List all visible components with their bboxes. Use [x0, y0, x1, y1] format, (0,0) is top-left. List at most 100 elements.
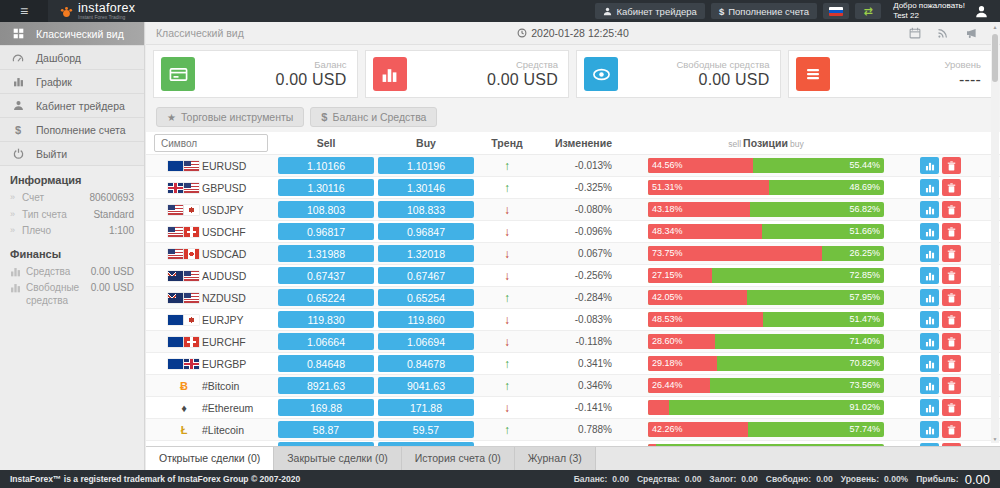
card-value: 0.00 USD — [676, 71, 769, 89]
buy-positions-percent: 72.85% — [712, 268, 884, 283]
remove-instrument-button[interactable] — [942, 267, 961, 284]
open-chart-button[interactable] — [920, 179, 939, 196]
user-avatar-icon[interactable] — [975, 5, 988, 18]
sell-price-button[interactable]: 58.87 — [278, 421, 374, 438]
sell-price-button[interactable]: 8921.63 — [278, 377, 374, 394]
summary-card: Средства 0.00 USD — [365, 50, 570, 98]
open-chart-button[interactable] — [920, 267, 939, 284]
open-chart-button[interactable] — [920, 289, 939, 306]
filter-button[interactable]: ★Торговые инструменты — [156, 107, 304, 127]
open-chart-button[interactable] — [920, 157, 939, 174]
trader-cabinet-button[interactable]: Кабинет трейдера — [595, 3, 704, 19]
sidebar-item-6[interactable]: Выйти — [0, 142, 144, 166]
sell-price-button[interactable]: 108.803 — [278, 201, 374, 218]
account-switch-button[interactable]: ⇄ — [855, 3, 881, 19]
remove-instrument-button[interactable] — [942, 311, 961, 328]
bottom-tab-4[interactable]: Журнал (3) — [515, 447, 596, 470]
buy-price-button[interactable]: 0.96847 — [378, 223, 474, 240]
sell-price-button[interactable]: 1.30116 — [278, 179, 374, 196]
buy-price-button[interactable]: 9041.63 — [378, 377, 474, 394]
megaphone-icon[interactable] — [957, 27, 986, 39]
sell-price-button[interactable]: 119.830 — [278, 311, 374, 328]
sell-positions-percent: 51.31% — [648, 180, 769, 195]
buy-price-button[interactable]: 0.67467 — [378, 267, 474, 284]
info-section-title: Информация — [0, 166, 144, 190]
buy-price-button[interactable]: 108.833 — [378, 201, 474, 218]
card-label: Свободные средства — [676, 59, 769, 70]
crypto-icon: ♦ — [168, 402, 200, 414]
buy-price-button[interactable]: 0.65254 — [378, 289, 474, 306]
remove-instrument-button[interactable] — [942, 245, 961, 262]
remove-instrument-button[interactable] — [942, 377, 961, 394]
col-header-change: Изменение — [540, 137, 612, 149]
sell-price-button[interactable]: 169.88 — [278, 399, 374, 416]
open-chart-button[interactable] — [920, 223, 939, 240]
sell-positions-percent: 43.18% — [648, 202, 750, 217]
open-chart-button[interactable] — [920, 311, 939, 328]
open-chart-button[interactable] — [920, 421, 939, 438]
change-percent: 0.346% — [540, 380, 612, 391]
sidebar-item-5[interactable]: $ Пополнение счета — [0, 118, 144, 142]
summary-card: Баланс 0.00 USD — [153, 50, 358, 98]
sidebar-item-4[interactable]: Кабинет трейдера — [0, 94, 144, 118]
symbol-name: NZDUSD — [202, 292, 246, 304]
symbol-search-input[interactable] — [154, 134, 268, 152]
remove-instrument-button[interactable] — [942, 157, 961, 174]
buy-positions-percent: 70.82% — [717, 356, 884, 371]
scrollbar[interactable]: ▲ ▼ — [991, 24, 999, 443]
flag-icon-jp — [184, 205, 199, 215]
buy-price-button[interactable]: 0.84678 — [378, 355, 474, 372]
open-chart-button[interactable] — [920, 355, 939, 372]
sidebar-item-1[interactable]: Классический вид — [0, 22, 144, 46]
remove-instrument-button[interactable] — [942, 201, 961, 218]
symbol-name: USDCAD — [202, 248, 246, 260]
buy-price-button[interactable]: 119.860 — [378, 311, 474, 328]
remove-instrument-button[interactable] — [942, 355, 961, 372]
sidebar-item-2[interactable]: Дашборд — [0, 46, 144, 70]
remove-instrument-button[interactable] — [942, 421, 961, 438]
buy-price-button[interactable]: 1.10196 — [378, 157, 474, 174]
remove-instrument-button[interactable] — [942, 399, 961, 416]
buy-price-button[interactable]: 59.57 — [378, 421, 474, 438]
remove-instrument-button[interactable] — [942, 179, 961, 196]
sell-price-button[interactable]: 0.65224 — [278, 289, 374, 306]
scroll-down-arrow[interactable]: ▼ — [991, 436, 999, 443]
filter-button[interactable]: $Баланс и Средства — [310, 107, 437, 127]
open-chart-button[interactable] — [920, 201, 939, 218]
scrollbar-thumb[interactable] — [992, 34, 998, 82]
calendar-icon[interactable] — [901, 27, 929, 39]
open-chart-button[interactable] — [920, 377, 939, 394]
sell-price-button[interactable]: 1.06664 — [278, 333, 374, 350]
language-button[interactable] — [823, 3, 849, 19]
menu-toggle-button[interactable]: ≡ — [0, 0, 48, 22]
open-chart-button[interactable] — [920, 399, 939, 416]
change-percent: -0.284% — [540, 292, 612, 303]
change-percent: 0.788% — [540, 424, 612, 435]
remove-instrument-button[interactable] — [942, 223, 961, 240]
bottom-tab-2[interactable]: Закрытые сделки (0) — [274, 447, 401, 470]
sell-price-button[interactable]: 1.10166 — [278, 157, 374, 174]
sell-price-button[interactable]: 1.31988 — [278, 245, 374, 262]
positions-bar: 73.75% 26.25% — [648, 246, 884, 261]
open-chart-button[interactable] — [920, 333, 939, 350]
symbol-name: #Bitcoin — [202, 380, 239, 392]
sell-price-button[interactable]: 0.67437 — [278, 267, 374, 284]
remove-instrument-button[interactable] — [942, 289, 961, 306]
bottom-tab-3[interactable]: История счета (0) — [402, 447, 515, 470]
sell-price-button[interactable]: 0.96817 — [278, 223, 374, 240]
sell-price-button[interactable]: 0.84648 — [278, 355, 374, 372]
buy-price-button[interactable]: 1.32018 — [378, 245, 474, 262]
instaforex-logo[interactable]: instaforex Instant Forex Trading — [60, 2, 135, 21]
scroll-up-arrow[interactable]: ▲ — [991, 24, 999, 31]
sidebar-info-row: Плечо 1:100 — [0, 223, 144, 240]
buy-price-button[interactable]: 1.06694 — [378, 333, 474, 350]
rss-feed-icon[interactable] — [929, 27, 957, 39]
buy-price-button[interactable]: 1.30146 — [378, 179, 474, 196]
open-chart-button[interactable] — [920, 245, 939, 262]
remove-instrument-button[interactable] — [942, 333, 961, 350]
sidebar-item-3[interactable]: График — [0, 70, 144, 94]
bottom-tab-1[interactable]: Открытые сделки (0) — [146, 447, 274, 470]
deposit-button[interactable]: $ Пополнение счета — [711, 3, 817, 19]
buy-price-button[interactable]: 171.88 — [378, 399, 474, 416]
bar-chart-icon — [10, 282, 24, 293]
